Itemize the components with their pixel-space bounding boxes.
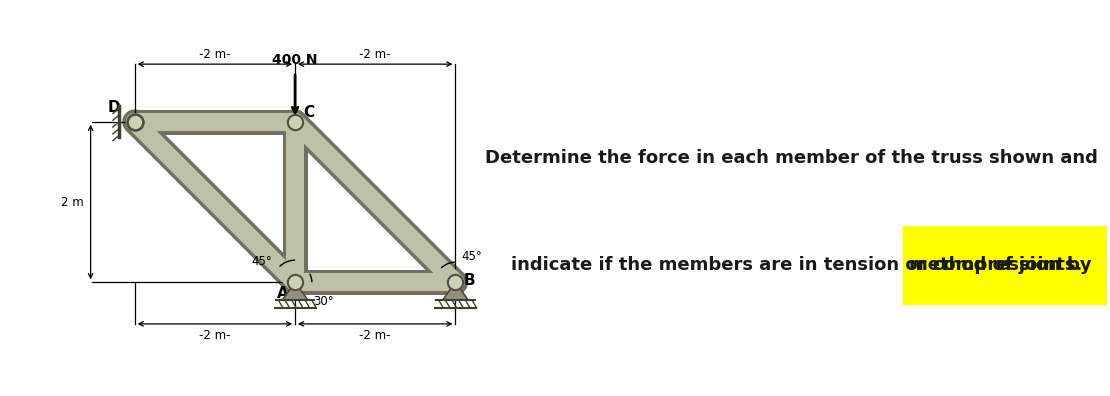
Text: -2 m-: -2 m- [360,329,391,343]
Text: B: B [464,273,475,288]
Text: -2 m-: -2 m- [199,48,231,61]
Text: 2 m: 2 m [61,196,84,209]
FancyBboxPatch shape [904,226,1107,305]
Polygon shape [282,282,307,300]
Text: Determine the force in each member of the truss shown and: Determine the force in each member of th… [485,149,1098,168]
Text: 45°: 45° [462,250,483,263]
Text: -2 m-: -2 m- [199,329,231,343]
Polygon shape [443,282,468,300]
Text: 30°: 30° [313,295,333,308]
Text: D: D [108,101,120,116]
Text: -2 m-: -2 m- [360,48,391,61]
Text: 400 N: 400 N [272,53,317,67]
Text: method of joints.: method of joints. [909,256,1082,274]
Text: indicate if the members are in tension or compression by: indicate if the members are in tension o… [511,256,1098,274]
Text: A: A [276,286,289,301]
Text: 45°: 45° [251,255,272,268]
Text: C: C [303,105,314,120]
